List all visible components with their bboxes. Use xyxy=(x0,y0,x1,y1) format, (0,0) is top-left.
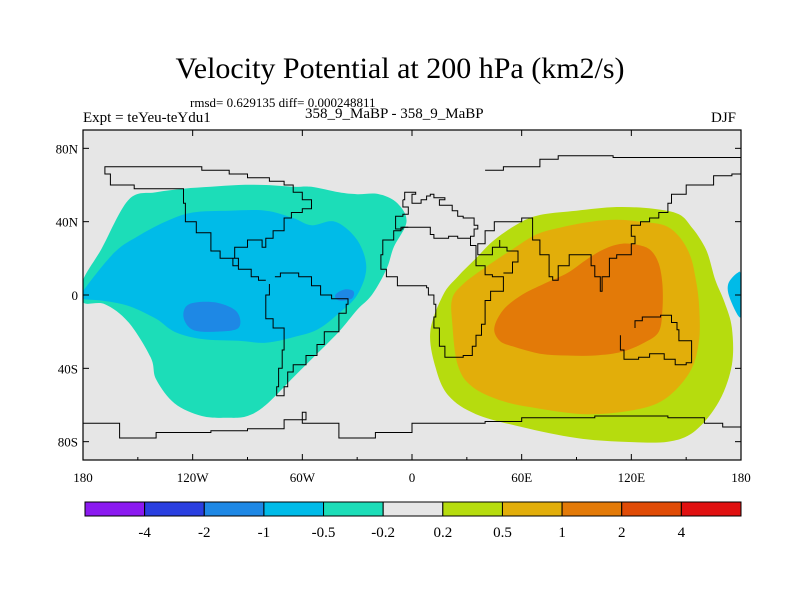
contour-region-3 xyxy=(334,289,355,301)
colorbar-label: 0.5 xyxy=(493,525,512,541)
colorbar-swatch xyxy=(323,501,384,517)
y-tick-label: 0 xyxy=(72,288,79,303)
axes: 180 120W 60W 0 60E 120E 180 80N 40N 0 40S 80S xyxy=(56,130,751,485)
x-tick-label: 60E xyxy=(511,470,532,485)
run-subtitle: 358_9_MaBP - 358_9_MaBP xyxy=(305,106,484,122)
colorbar-label: -1 xyxy=(258,525,271,541)
colorbar-label: 2 xyxy=(618,525,626,541)
colorbar: -4 -2 -1 -0.5 -0.2 0.2 0.5 1 2 4 xyxy=(84,501,742,541)
colorbar-label: -2 xyxy=(198,525,211,541)
coastline-extra-0 xyxy=(380,226,504,358)
colorbar-swatch xyxy=(442,501,503,517)
x-tick-label: 60W xyxy=(290,470,316,485)
colorbar-label: 4 xyxy=(678,525,686,541)
colorbar-label: -4 xyxy=(138,525,151,541)
colorbar-label: 0.2 xyxy=(433,525,452,541)
colorbar-swatch xyxy=(382,501,444,517)
season-label: DJF xyxy=(711,110,737,126)
y-tick-label: 40N xyxy=(56,215,79,230)
coastline-extra-2 xyxy=(104,166,312,281)
y-tick-label: 40S xyxy=(58,361,78,376)
contour-region-2 xyxy=(183,301,241,332)
contour-region-7 xyxy=(494,243,663,356)
colorbar-swatch xyxy=(203,501,265,517)
experiment-label: Expt = teYeu-teYdu1 xyxy=(83,110,211,126)
x-tick-label: 120W xyxy=(177,470,210,485)
colorbar-swatch xyxy=(621,501,682,517)
x-tick-label: 0 xyxy=(409,470,416,485)
colorbar-swatch xyxy=(144,501,205,517)
contour-region-4 xyxy=(727,271,741,318)
coastlines xyxy=(83,155,741,439)
y-tick-label: 80S xyxy=(58,435,78,450)
colorbar-swatch xyxy=(263,501,325,517)
y-tick-label: 80N xyxy=(56,141,79,156)
coastline-extra-5 xyxy=(83,411,741,439)
colorbar-swatch xyxy=(561,501,623,517)
colorbar-swatch xyxy=(501,501,563,517)
coastline-extra-3 xyxy=(477,155,741,292)
x-tick-label: 180 xyxy=(73,470,93,485)
contour-fields xyxy=(83,184,741,443)
colorbar-label: -0.5 xyxy=(312,525,336,541)
x-tick-label: 180 xyxy=(731,470,751,485)
coastline-extra-4 xyxy=(619,314,693,366)
rmsd-diff-stats: rmsd= 0.629135 diff= 0.000248811 xyxy=(190,95,376,110)
colorbar-label: -0.2 xyxy=(371,525,395,541)
x-tick-label: 120E xyxy=(618,470,646,485)
colorbar-label: 1 xyxy=(558,525,566,541)
coastline-extra-1 xyxy=(265,272,349,397)
colorbar-swatch xyxy=(680,501,742,517)
colorbar-swatch xyxy=(84,501,146,517)
coastline-0 xyxy=(395,191,479,239)
chart-title: Velocity Potential at 200 hPa (km2/s) xyxy=(175,52,625,85)
contour-region-1 xyxy=(83,210,367,343)
